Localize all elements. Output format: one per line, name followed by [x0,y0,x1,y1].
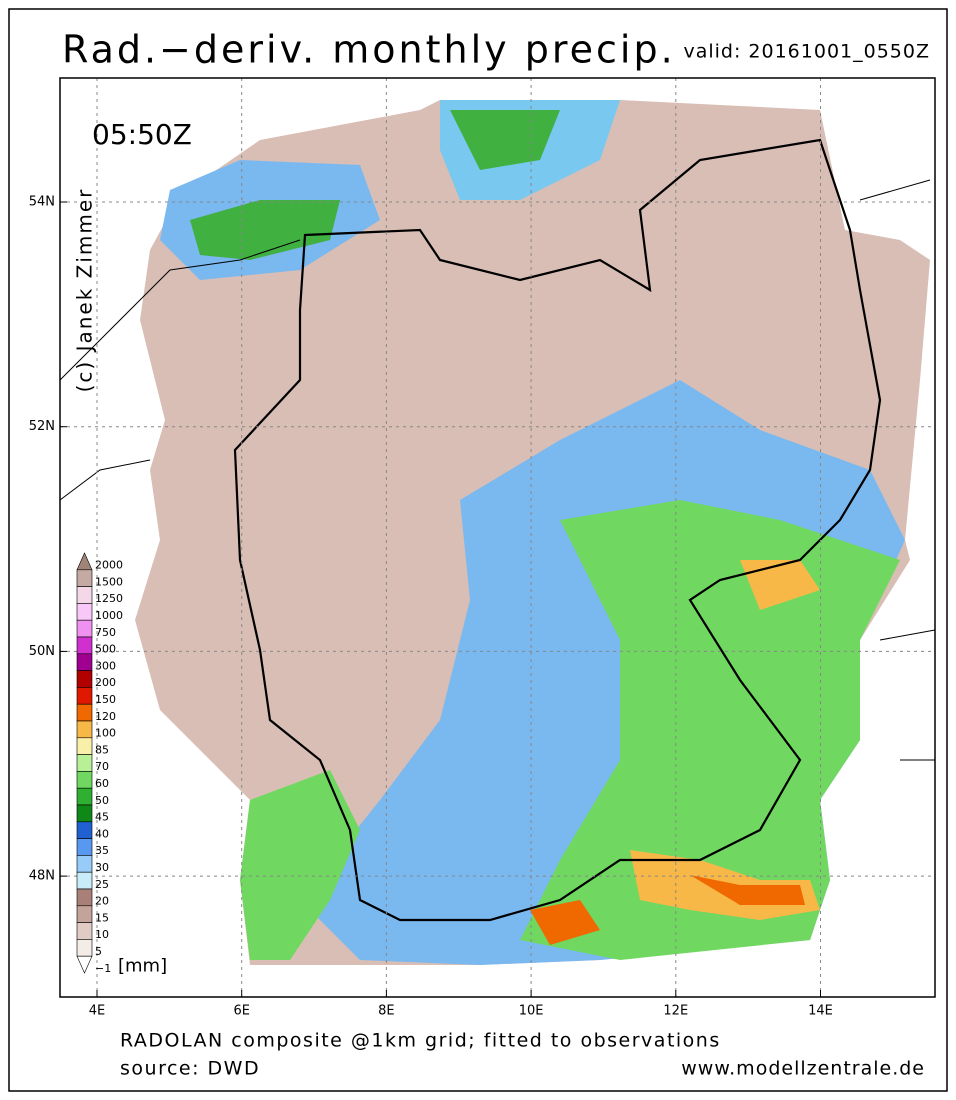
lon-label: 10E [519,1004,544,1019]
legend-swatch [76,855,93,873]
legend-swatch [76,603,93,621]
legend-label: 50 [95,794,109,807]
legend-swatch [76,569,93,587]
legend-swatch [76,737,93,755]
footer-line: RADOLAN composite @1km grid; fitted to o… [120,1030,721,1052]
graticule [60,78,935,997]
footer-source: source: DWD [120,1058,260,1080]
legend-label: 40 [95,827,109,840]
legend-label: 85 [95,743,109,756]
precip-green [520,500,900,960]
precip-green [190,200,340,260]
legend-swatch [76,653,93,671]
legend-swatch [76,888,93,907]
country-border [233,138,882,922]
legend: 2000 1500 1250 1000 750 500 300 200 150 120 100 85 7… [76,552,167,976]
legend-label: 10 [95,928,109,941]
legend-swatch [76,821,93,839]
lon-label: 8E [378,1004,395,1019]
precip-green [450,110,560,170]
legend-swatch [76,871,93,890]
lon-label: 4E [89,1004,106,1019]
precip-red [530,900,600,945]
legend-swatch [76,670,93,688]
legend-label: 45 [95,811,109,824]
legend-label: 35 [95,844,109,857]
legend-swatch [76,703,93,722]
lon-label: 14E [808,1004,833,1019]
lon-label: 6E [233,1004,250,1019]
legend-label: 1500 [95,575,123,588]
lat-label: 48N [29,869,55,884]
precip-green [240,770,360,960]
legend-label: 60 [95,777,109,790]
legend-swatch [76,905,93,923]
legend-label: 200 [95,676,116,689]
lat-label: 50N [29,644,55,659]
legend-label: 25 [95,878,109,891]
coastline [59,179,936,761]
lon-label: 12E [663,1004,688,1019]
legend-swatch [76,955,93,974]
legend-label: 500 [95,643,116,656]
credit: (c) Janek Zimmer [73,188,97,393]
legend-label: 1250 [95,592,123,605]
legend-unit: [mm] [118,955,167,976]
legend-swatch [76,754,93,772]
legend-swatch [76,838,93,856]
legend-label: 15 [95,911,109,924]
legend-label: −1 [95,962,111,975]
legend-swatch [76,720,93,739]
legend-swatch [76,771,93,789]
legend-label: 300 [95,659,116,672]
legend-swatch [76,586,93,604]
legend-label: 750 [95,626,116,639]
legend-label: 20 [95,895,109,908]
legend-label: 1000 [95,609,123,622]
lat-label: 52N [29,419,55,434]
lat-label: 54N [29,195,55,210]
legend-swatch [76,619,93,638]
legend-swatch [76,804,93,823]
legend-swatch [76,922,93,940]
precip-orange [740,560,820,610]
time-label: 05:50Z [92,118,192,151]
legend-label: 70 [95,760,109,773]
precip-red [690,875,805,905]
legend-label: 100 [95,727,116,740]
map-area: 05:50Z (c) Janek Zimmer 2000 1500 1250 1000… [59,77,936,998]
map-frame [59,77,936,998]
footer-url: www.modellzentrale.de [681,1058,925,1080]
legend-label: 5 [95,945,102,958]
legend-swatch [76,787,93,806]
legend-label: 120 [95,710,116,723]
legend-swatch [76,687,93,705]
legend-label: 150 [95,693,116,706]
legend-swatch [76,636,93,655]
title: Rad.−deriv. monthly precip. [62,28,676,72]
valid-time: valid: 20161001_0550Z [683,41,930,63]
legend-swatch [76,939,93,957]
legend-label: 2000 [95,559,123,572]
legend-label: 30 [95,861,109,874]
